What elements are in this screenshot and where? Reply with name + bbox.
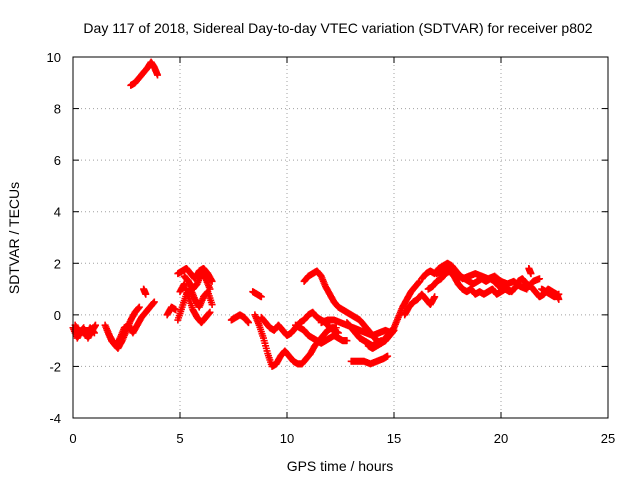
data-point bbox=[343, 337, 351, 345]
series-seg-ab bbox=[538, 285, 563, 301]
data-point bbox=[527, 270, 535, 278]
series-seg-g bbox=[163, 303, 180, 319]
data-point bbox=[555, 290, 563, 298]
data-point bbox=[150, 298, 158, 306]
x-tick-label: 25 bbox=[601, 431, 615, 446]
series-seg-e bbox=[140, 285, 150, 298]
series-seg-b bbox=[71, 321, 99, 342]
series-seg-m bbox=[249, 288, 265, 301]
series-seg-t bbox=[347, 352, 392, 368]
data-point bbox=[91, 321, 99, 329]
x-tick-label: 10 bbox=[280, 431, 294, 446]
x-axis-ticks: 0 5 10 15 20 25 bbox=[69, 57, 615, 446]
series-seg-k bbox=[180, 270, 214, 293]
series-seg-o bbox=[257, 308, 342, 339]
data-point bbox=[506, 288, 514, 296]
data-point bbox=[208, 301, 216, 309]
series-seg-v bbox=[401, 290, 439, 319]
data-point bbox=[142, 290, 150, 298]
y-tick-label: 10 bbox=[47, 50, 61, 65]
series-seg-f bbox=[127, 58, 162, 89]
series-seg-aa bbox=[525, 264, 535, 278]
y-tick-label: 0 bbox=[54, 308, 61, 323]
data-point bbox=[244, 319, 252, 327]
series-seg-u bbox=[364, 277, 424, 352]
x-tick-label: 15 bbox=[387, 431, 401, 446]
data-point bbox=[206, 285, 214, 293]
data-point bbox=[135, 303, 143, 311]
series-seg-i bbox=[176, 280, 214, 327]
x-tick-label: 20 bbox=[494, 431, 508, 446]
y-axis-ticks: -4 -2 0 2 4 6 8 10 bbox=[47, 50, 608, 426]
plot-frame bbox=[72, 56, 609, 419]
data-point bbox=[384, 352, 392, 360]
data-point bbox=[208, 277, 216, 285]
y-axis-label: SDTVAR / TECUs bbox=[6, 182, 22, 294]
series-seg-d bbox=[103, 298, 158, 350]
x-tick-label: 0 bbox=[69, 431, 76, 446]
x-tick-label: 5 bbox=[176, 431, 183, 446]
y-tick-label: 4 bbox=[54, 205, 61, 220]
chart-title: Day 117 of 2018, Sidereal Day-to-day VTE… bbox=[83, 20, 592, 36]
y-tick-label: -2 bbox=[49, 359, 61, 374]
y-tick-label: 8 bbox=[54, 102, 61, 117]
data-point bbox=[257, 293, 265, 301]
y-tick-label: 6 bbox=[54, 153, 61, 168]
series-seg-p bbox=[292, 321, 351, 347]
data-point bbox=[206, 308, 214, 316]
data-point bbox=[154, 71, 162, 79]
y-tick-label: 2 bbox=[54, 256, 61, 271]
data-points bbox=[69, 58, 563, 370]
data-point bbox=[431, 293, 439, 301]
y-tick-label: -4 bbox=[49, 411, 61, 426]
x-axis-label: GPS time / hours bbox=[287, 458, 394, 474]
data-point bbox=[536, 275, 544, 283]
series-seg-l bbox=[227, 311, 252, 327]
grid bbox=[73, 57, 608, 418]
